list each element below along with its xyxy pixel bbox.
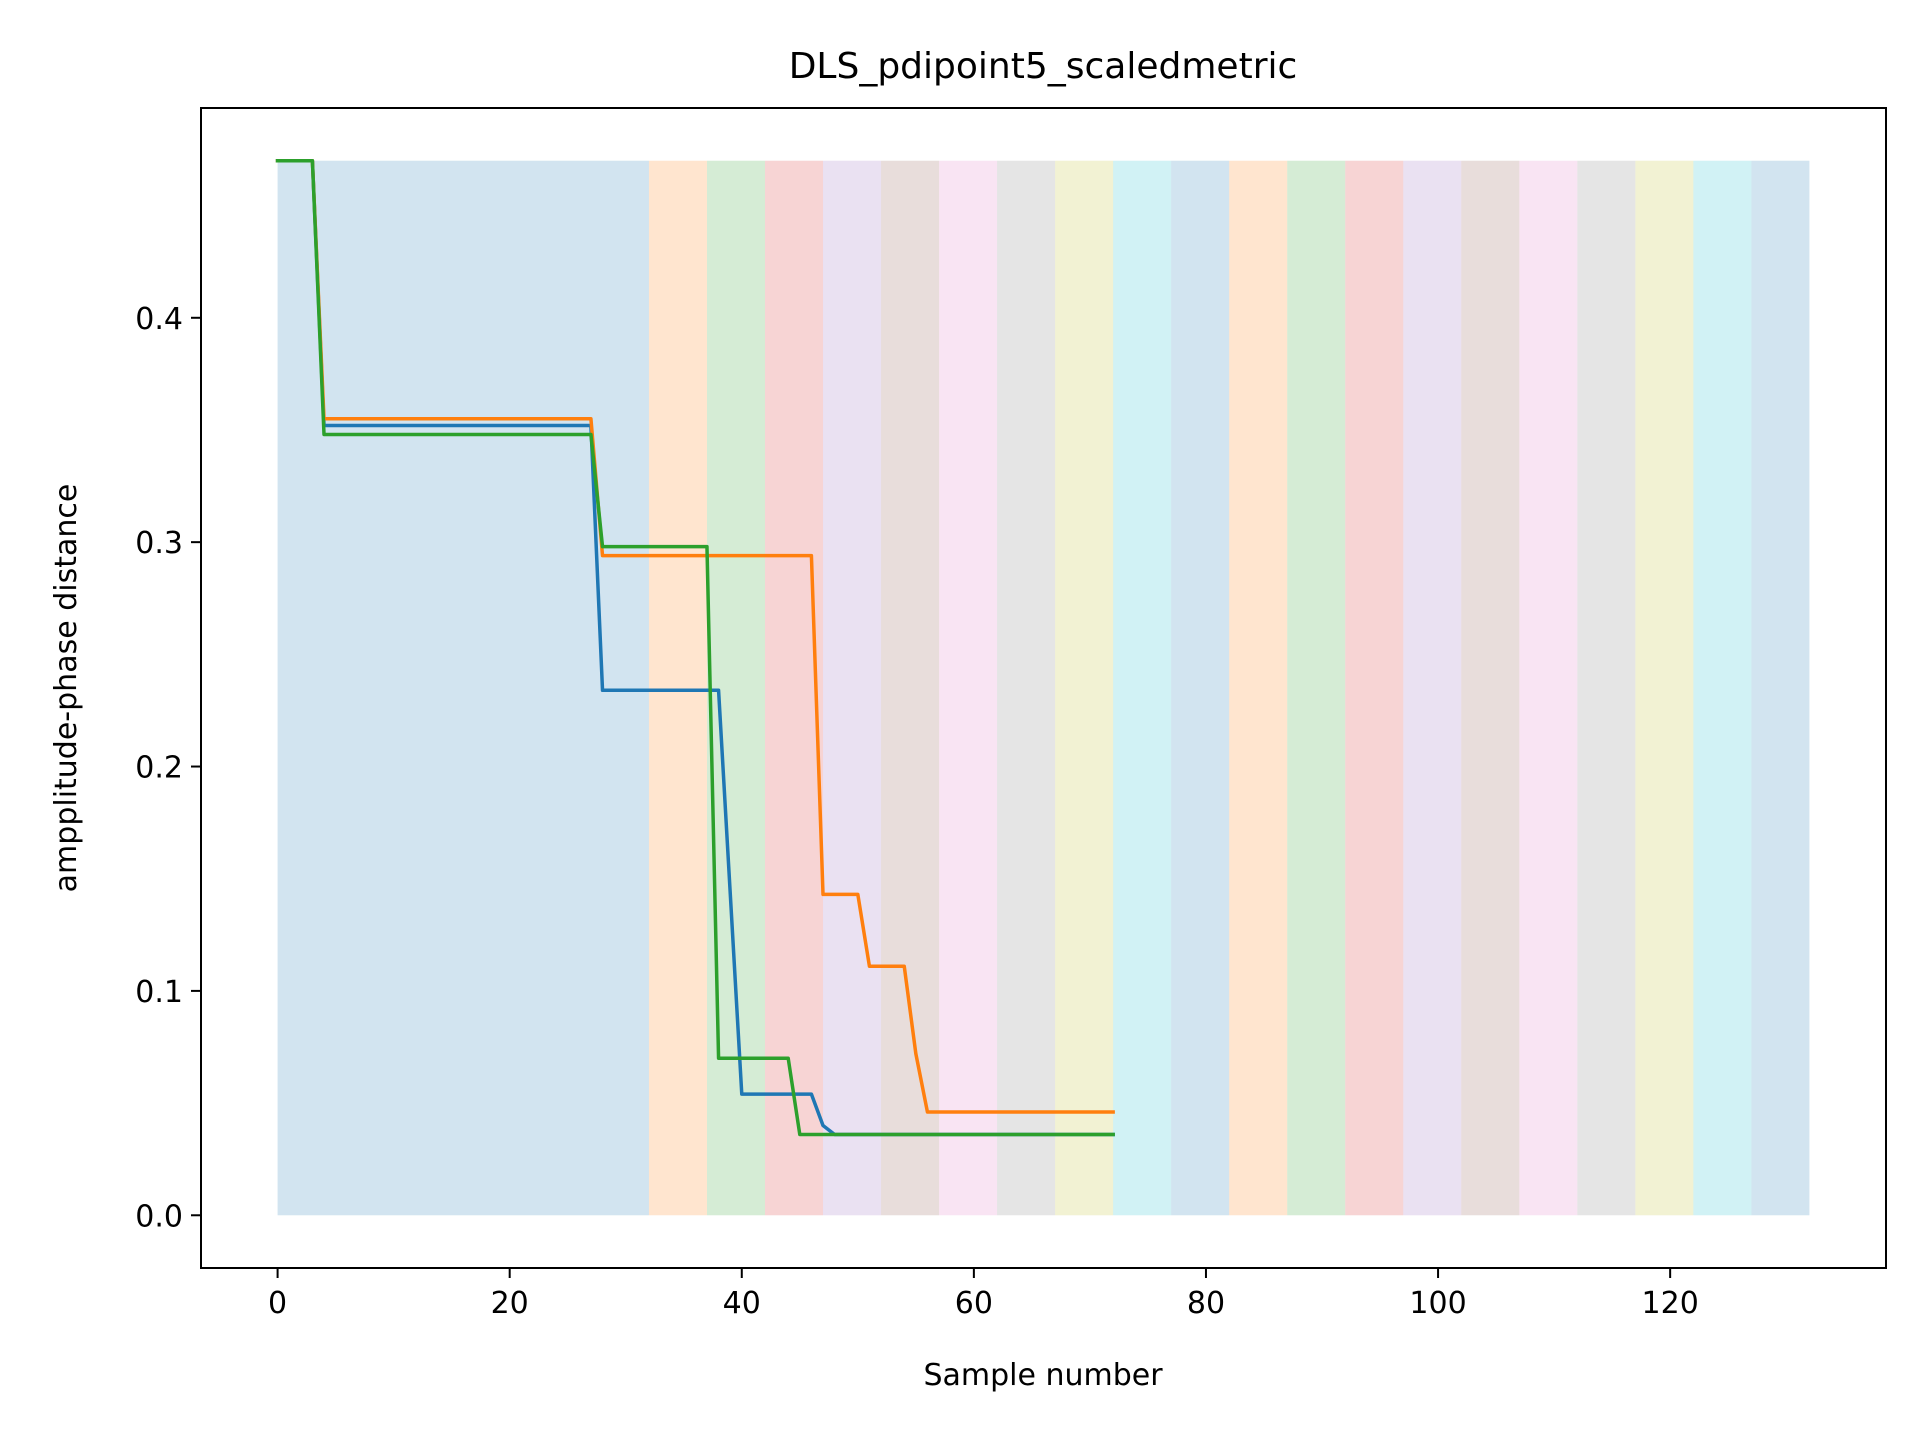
background-bands <box>277 160 1810 1216</box>
background-band-5 <box>881 160 940 1216</box>
x-tick-label: 20 <box>491 1286 529 1321</box>
background-band-20 <box>1751 160 1810 1216</box>
background-band-18 <box>1635 160 1694 1216</box>
x-tick-label: 80 <box>1187 1286 1225 1321</box>
background-band-1 <box>648 160 707 1216</box>
background-band-7 <box>997 160 1056 1216</box>
background-band-17 <box>1577 160 1636 1216</box>
background-band-11 <box>1229 160 1288 1216</box>
series-line-2 <box>275 158 1115 1137</box>
y-tick-label: 0.4 <box>135 302 183 337</box>
background-band-14 <box>1403 160 1462 1216</box>
background-band-8 <box>1055 160 1114 1216</box>
background-band-16 <box>1519 160 1578 1216</box>
background-band-9 <box>1113 160 1172 1216</box>
y-tick-label: 0.3 <box>135 526 183 561</box>
plot-frame <box>200 107 1887 1269</box>
x-axis-label: Sample number <box>923 1358 1163 1393</box>
background-band-15 <box>1461 160 1520 1216</box>
background-band-3 <box>764 160 824 1216</box>
y-tick-label: 0.0 <box>135 1199 183 1234</box>
x-tick-label: 0 <box>268 1286 287 1321</box>
x-tick-label: 120 <box>1642 1286 1699 1321</box>
background-band-12 <box>1287 160 1346 1216</box>
background-band-19 <box>1693 160 1752 1216</box>
chart-title: DLS_pdipoint5_scaledmetric <box>789 46 1298 87</box>
x-tick-label: 100 <box>1409 1286 1466 1321</box>
y-axis-label: ampplitude-phase distance <box>49 484 84 893</box>
y-axis-ticks: 0.0 0.1 0.2 0.3 0.4 <box>135 302 201 1234</box>
background-band-6 <box>939 160 998 1216</box>
y-tick-label: 0.2 <box>135 751 183 786</box>
y-tick-label: 0.1 <box>135 975 183 1010</box>
x-axis-ticks: 0 20 40 60 80 100 120 <box>268 1268 1699 1321</box>
background-band-4 <box>823 160 882 1216</box>
x-tick-label: 60 <box>955 1286 993 1321</box>
background-band-13 <box>1345 160 1404 1216</box>
background-band-0 <box>277 160 649 1216</box>
background-band-10 <box>1171 160 1230 1216</box>
series-lines <box>275 158 1115 1137</box>
x-tick-label: 40 <box>723 1286 761 1321</box>
